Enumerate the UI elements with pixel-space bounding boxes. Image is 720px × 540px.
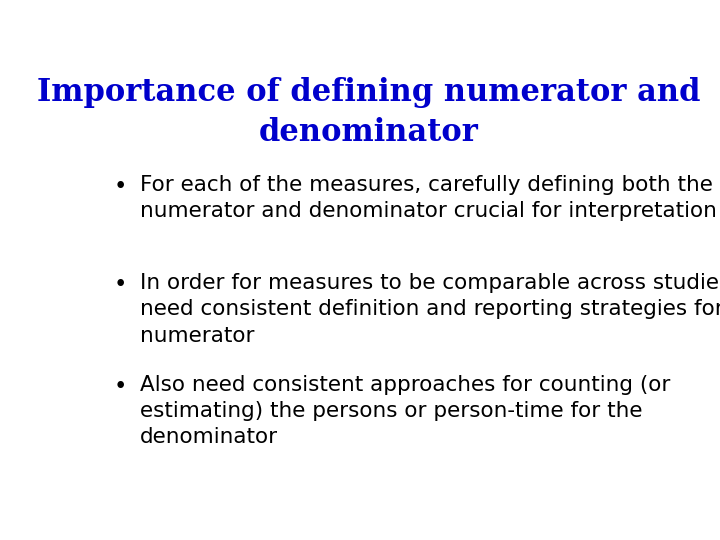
Text: Also need consistent approaches for counting (or
estimating) the persons or pers: Also need consistent approaches for coun… <box>140 375 670 447</box>
Text: For each of the measures, carefully defining both the
numerator and denominator : For each of the measures, carefully defi… <box>140 175 717 221</box>
Text: •: • <box>114 175 127 198</box>
Text: •: • <box>114 273 127 296</box>
Text: •: • <box>114 375 127 397</box>
Text: Importance of defining numerator and
denominator: Importance of defining numerator and den… <box>37 77 701 147</box>
Text: In order for measures to be comparable across studies,
need consistent definitio: In order for measures to be comparable a… <box>140 273 720 346</box>
